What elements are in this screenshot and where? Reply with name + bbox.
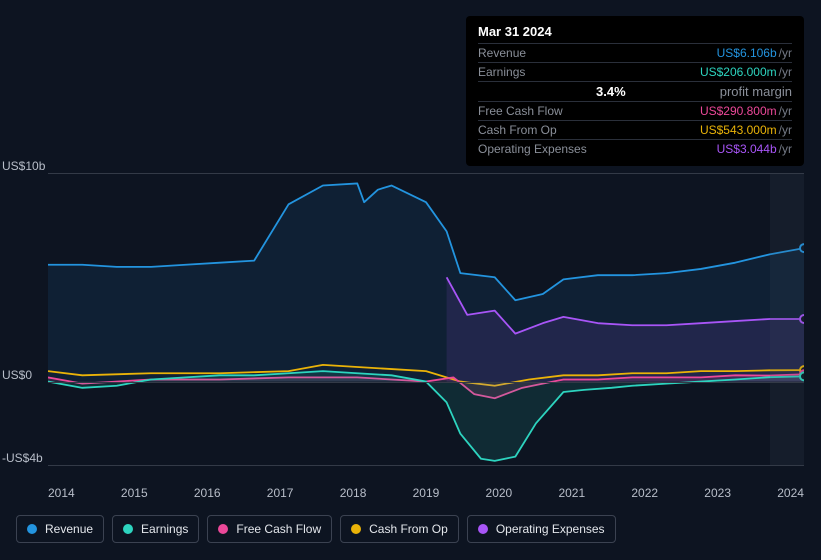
legend-swatch: [351, 524, 361, 534]
tooltip-profit-margin: 3.4% profit margin: [478, 81, 792, 101]
legend-label: Cash From Op: [369, 522, 448, 536]
x-axis-label: 2014: [48, 486, 75, 500]
legend-swatch: [478, 524, 488, 534]
legend-label: Earnings: [141, 522, 188, 536]
x-axis-label: 2023: [704, 486, 731, 500]
tooltip-row: Operating Expenses US$3.044b/yr: [478, 139, 792, 158]
tooltip-value: US$6.106b/yr: [717, 46, 792, 60]
legend-item[interactable]: Cash From Op: [340, 515, 459, 543]
x-axis: 2014 2015 2016 2017 2018 2019 2020 2021 2022 2023…: [48, 486, 804, 500]
forecast-band: [770, 173, 804, 465]
legend-swatch: [218, 524, 228, 534]
tooltip-label: Cash From Op: [478, 123, 557, 137]
tooltip-row: Earnings US$206.000m/yr: [478, 62, 792, 81]
x-axis-label: 2022: [631, 486, 658, 500]
tooltip-value: US$206.000m/yr: [700, 65, 792, 79]
legend-label: Free Cash Flow: [236, 522, 321, 536]
tooltip-label: Earnings: [478, 65, 525, 79]
gridline: [48, 173, 804, 174]
y-axis-label: US$0: [2, 368, 32, 382]
y-axis-label: -US$4b: [2, 451, 43, 465]
gridline: [48, 382, 804, 383]
chart-tooltip: Mar 31 2024 Revenue US$6.106b/yr Earnings U…: [466, 16, 804, 166]
x-axis-label: 2024: [777, 486, 804, 500]
x-axis-label: 2018: [340, 486, 367, 500]
financial-chart[interactable]: US$10bUS$0-US$4b: [16, 155, 804, 485]
legend-label: Operating Expenses: [496, 522, 605, 536]
legend-swatch: [123, 524, 133, 534]
x-axis-label: 2019: [413, 486, 440, 500]
tooltip-value: US$3.044b/yr: [717, 142, 792, 156]
legend-item[interactable]: Free Cash Flow: [207, 515, 332, 543]
tooltip-value: US$290.800m/yr: [700, 104, 792, 118]
x-axis-label: 2015: [121, 486, 148, 500]
legend-item[interactable]: Earnings: [112, 515, 199, 543]
tooltip-row: Cash From Op US$543.000m/yr: [478, 120, 792, 139]
tooltip-label: Revenue: [478, 46, 526, 60]
plot-area[interactable]: [48, 173, 804, 465]
y-axis-label: US$10b: [2, 159, 45, 173]
legend-swatch: [27, 524, 37, 534]
tooltip-value: US$543.000m/yr: [700, 123, 792, 137]
legend-item[interactable]: Revenue: [16, 515, 104, 543]
x-axis-label: 2020: [486, 486, 513, 500]
legend: Revenue Earnings Free Cash Flow Cash From O…: [16, 515, 616, 543]
x-axis-label: 2017: [267, 486, 294, 500]
x-axis-label: 2016: [194, 486, 221, 500]
x-axis-label: 2021: [558, 486, 585, 500]
gridline: [48, 465, 804, 466]
tooltip-label: Free Cash Flow: [478, 104, 563, 118]
legend-label: Revenue: [45, 522, 93, 536]
tooltip-label: Operating Expenses: [478, 142, 587, 156]
chart-svg: [48, 173, 804, 465]
legend-item[interactable]: Operating Expenses: [467, 515, 616, 543]
tooltip-row: Free Cash Flow US$290.800m/yr: [478, 101, 792, 120]
tooltip-date: Mar 31 2024: [478, 24, 792, 43]
tooltip-row: Revenue US$6.106b/yr: [478, 43, 792, 62]
